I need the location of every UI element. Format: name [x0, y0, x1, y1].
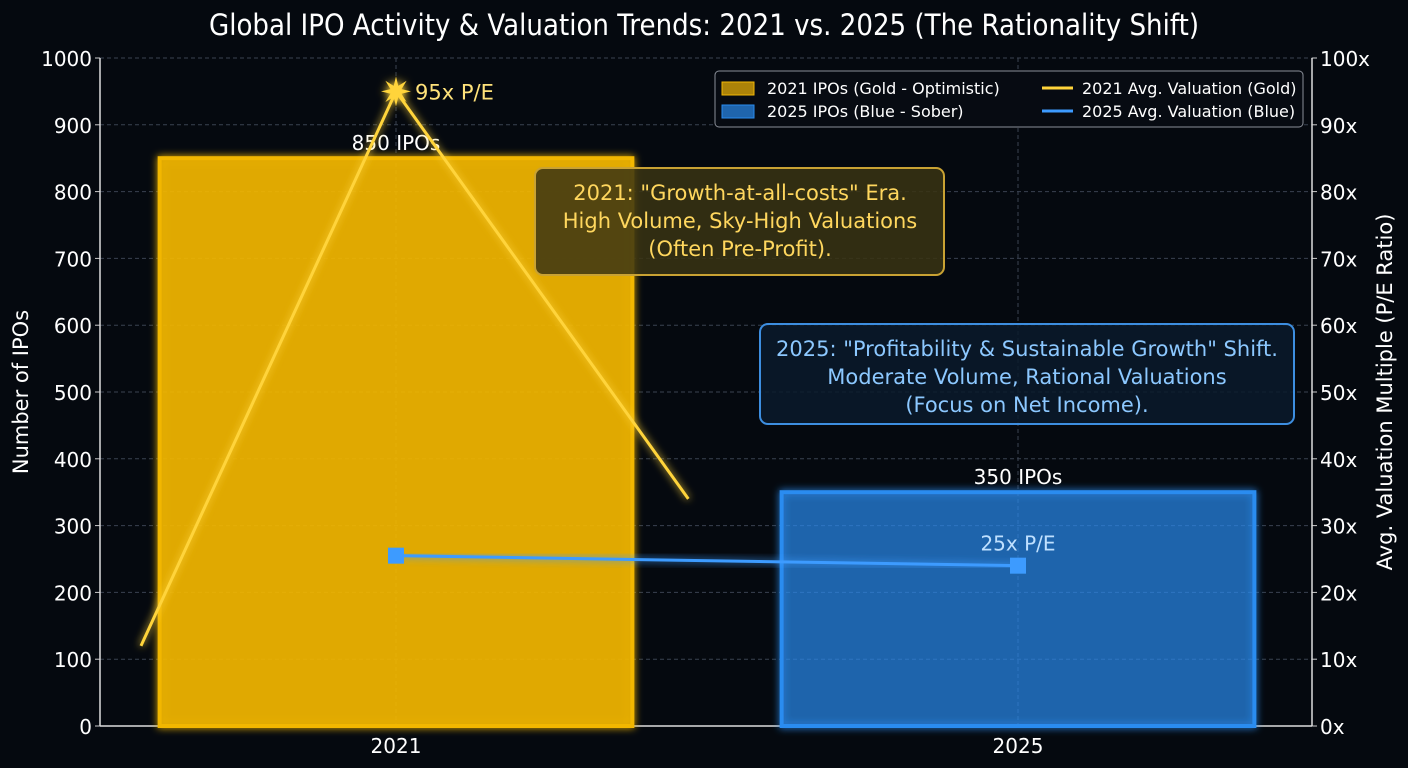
y-right-tick-label: 10x	[1320, 648, 1357, 672]
x-tick-label: 2021	[371, 734, 422, 758]
annotation-text: Moderate Volume, Rational Valuations	[827, 365, 1226, 389]
y-tick-label: 600	[54, 314, 92, 338]
annotation-box-2025	[759, 323, 1295, 425]
chart-title: Global IPO Activity & Valuation Trends: …	[208, 8, 1200, 42]
y-axis-label: Number of IPOs	[9, 310, 33, 474]
y-tick-label: 100	[54, 648, 92, 672]
y-tick-label: 700	[54, 247, 92, 271]
annotation-text: 2021: "Growth-at-all-costs" Era.	[573, 181, 907, 205]
legend-label: 2021 Avg. Valuation (Gold)	[1082, 79, 1297, 98]
bar-data-label: 850 IPOs	[352, 131, 441, 155]
y-tick-label: 0	[79, 715, 92, 739]
y-tick-label: 900	[54, 114, 92, 138]
x-tick-label: 2025	[993, 734, 1044, 758]
legend	[714, 70, 1304, 128]
y-tick-label: 800	[54, 181, 92, 205]
y-tick-label: 1000	[41, 47, 92, 71]
y-right-tick-label: 100x	[1320, 47, 1370, 71]
y-tick-label: 500	[54, 381, 92, 405]
y-right-tick-label: 30x	[1320, 515, 1357, 539]
y-right-tick-label: 60x	[1320, 314, 1357, 338]
end-valuation-label: 25x P/E	[980, 532, 1055, 556]
legend-label: 2025 Avg. Valuation (Blue)	[1082, 102, 1295, 121]
y-right-tick-label: 50x	[1320, 381, 1357, 405]
bar-2025	[779, 490, 1257, 729]
valuation-line-1	[395, 554, 1019, 568]
peak-star-marker	[381, 76, 411, 107]
legend-swatch	[721, 81, 755, 96]
annotation-box-2021	[534, 167, 945, 276]
y-right-axis-label: Avg. Valuation Multiple (P/E Ratio)	[1373, 214, 1397, 571]
annotation-text: (Focus on Net Income).	[905, 393, 1148, 417]
legend-swatch	[721, 104, 755, 119]
y-right-tick-label: 40x	[1320, 448, 1357, 472]
y-right-tick-label: 90x	[1320, 114, 1357, 138]
peak-valuation-label: 95x P/E	[415, 80, 494, 104]
legend-label: 2025 IPOs (Blue - Sober)	[767, 102, 964, 121]
bar-data-label: 350 IPOs	[974, 465, 1063, 489]
annotation-text: (Often Pre-Profit).	[648, 237, 832, 261]
y-tick-label: 400	[54, 448, 92, 472]
y-right-tick-label: 0x	[1320, 715, 1345, 739]
y-tick-label: 200	[54, 581, 92, 605]
annotation-text: High Volume, Sky-High Valuations	[563, 209, 918, 233]
valuation-marker	[388, 547, 404, 564]
y-tick-label: 300	[54, 515, 92, 539]
annotation-text: 2025: "Profitability & Sustainable Growt…	[776, 337, 1278, 361]
y-right-tick-label: 20x	[1320, 581, 1357, 605]
valuation-marker	[1010, 557, 1026, 574]
legend-label: 2021 IPOs (Gold - Optimistic)	[767, 79, 1000, 98]
y-right-tick-label: 80x	[1320, 181, 1357, 205]
y-right-tick-label: 70x	[1320, 247, 1357, 271]
